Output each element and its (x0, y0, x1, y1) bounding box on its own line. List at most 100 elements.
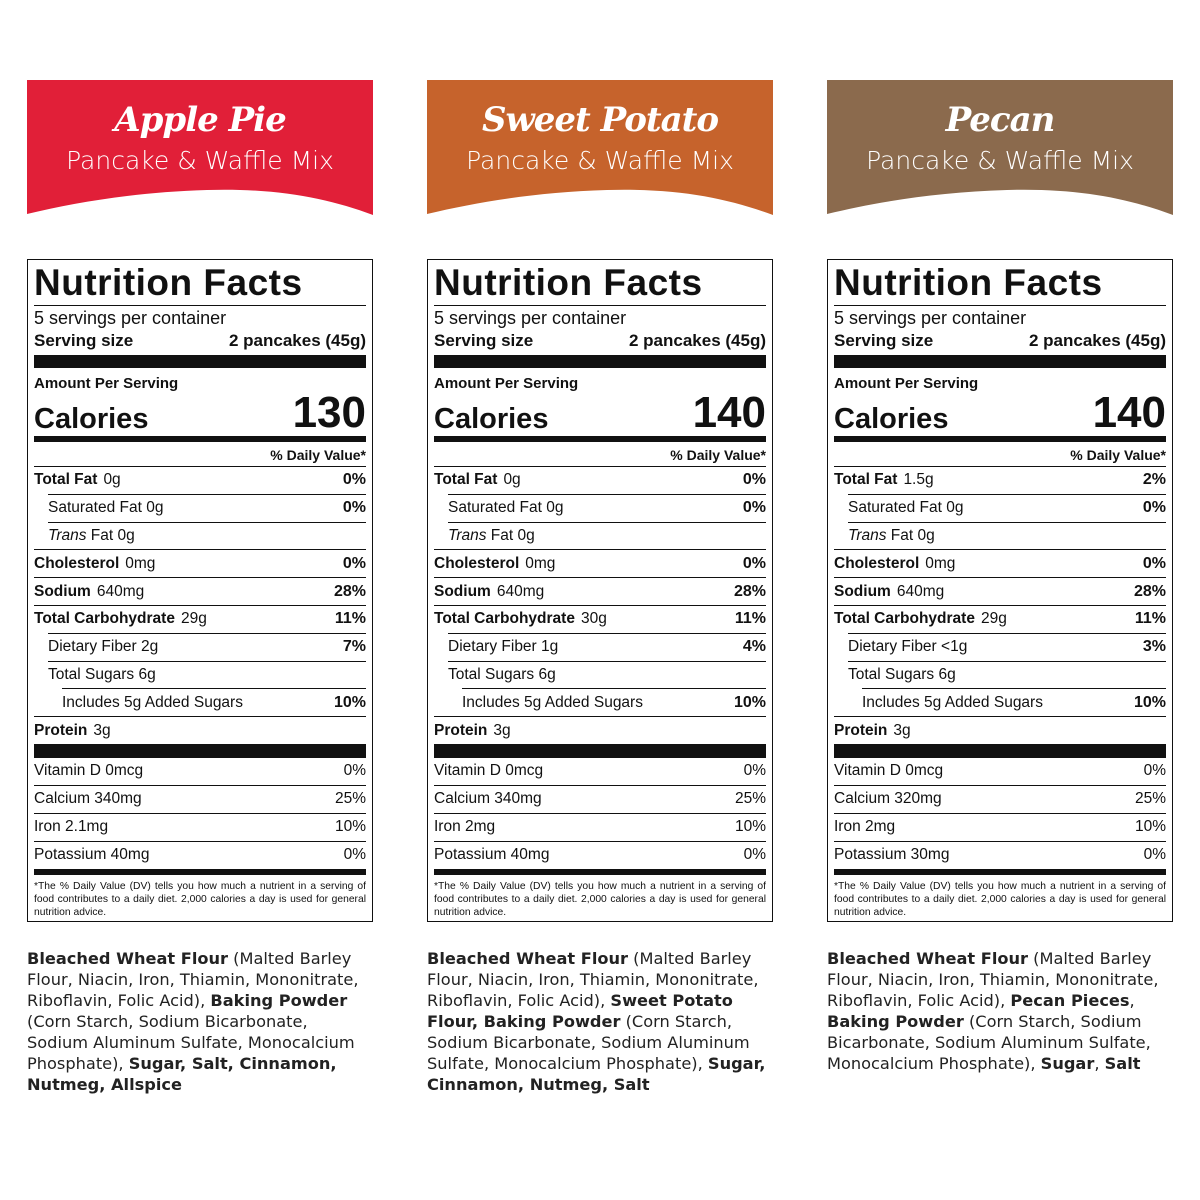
calories-label: Calories (834, 403, 949, 435)
nutrient-name-group: Total Fat 0g (34, 471, 121, 489)
ingredient-text: , (1094, 1054, 1105, 1073)
vitamin-name: Vitamin D 0mcg (434, 762, 544, 780)
ingredient-text: , (1129, 991, 1135, 1010)
nutrient-amount: 29g (980, 610, 1007, 628)
ingredient-text: Baking Powder (827, 1012, 964, 1031)
nutrient-row: Total Fat 0g 0% (34, 466, 366, 494)
servings: 5 servings per container (834, 308, 1027, 328)
nutrient-name-group: Protein 3g (434, 722, 511, 740)
nutrient-row: Cholesterol 0mg 0% (834, 549, 1166, 577)
ingredient-text: (Malted Barley Flour, Niacin, Iron, Thia… (427, 949, 759, 1010)
banner-shape (27, 80, 373, 215)
nutrient-name: Cholesterol (834, 554, 920, 572)
vitamin-dv: 0% (1143, 846, 1166, 864)
ingredient-text: (Malted Barley Flour, Niacin, Iron, Thia… (827, 949, 1159, 1010)
nutrient-name-group: Total Fat 0g (434, 471, 521, 489)
banner-wave (27, 80, 373, 215)
nutrient-name-group: Trans Fat 0g (848, 527, 935, 545)
ingredient-text: (Malted Barley Flour, Niacin, Iron, Thia… (27, 949, 359, 1010)
nutrient-dv: 3% (1142, 638, 1166, 656)
nutrient-name: Total Carbohydrate (434, 610, 575, 628)
ingredient-text: Baking Powder (210, 991, 348, 1010)
nutrient-dv: 11% (734, 610, 766, 628)
nutrient-prefix: Trans (848, 526, 887, 544)
nutrient-row: Includes 5g Added Sugars 10% (462, 688, 766, 716)
serving-size: Serving size 2 pancakes (45g) (34, 330, 366, 352)
nutrient-dv: 4% (742, 638, 766, 656)
nutrient-row: Protein 3g (434, 716, 766, 744)
vitamin-name: Potassium 40mg (434, 846, 550, 864)
nutrient-name-group: Total Carbohydrate 30g (434, 610, 607, 628)
nutrient-amount: 640mg (96, 582, 145, 600)
vitamin-name: Vitamin D 0mcg (34, 762, 144, 780)
nutrient-name: Total Carbohydrate (34, 610, 175, 628)
product-name: Apple Pie (114, 100, 286, 140)
calories-label: Calories (34, 403, 149, 435)
calories-row: Calories 130 (34, 391, 366, 435)
serving-size-label: Serving size (834, 331, 934, 350)
nutrient-name: Includes 5g Added Sugars (62, 693, 243, 711)
nutrition-label: Nutrition Facts 5 servings per container S… (27, 259, 373, 922)
ingredient-text: (Corn Starch, Sodium Bicarbonate, Sodium… (427, 1012, 750, 1073)
vitamin-name: Potassium 40mg (34, 846, 150, 864)
vitamin-row: Calcium 320mg 25% (834, 784, 1166, 813)
nutrient-row: Sodium 640mg 28% (434, 577, 766, 605)
footnote: *The % Daily Value (DV) tells you how mu… (434, 880, 766, 918)
nutrient-amount: 0g (503, 471, 521, 489)
nutrient-name-group: Sodium 640mg (34, 583, 144, 601)
nutrient-dv: 11% (1134, 610, 1166, 628)
nutrient-name: Total Fat (34, 471, 98, 489)
nutrient-row: Total Fat 0g 0% (434, 466, 766, 494)
nutrient-name: Total Carbohydrate (834, 610, 975, 628)
nutrient-row: Trans Fat 0g (448, 521, 766, 550)
thick-rule (34, 743, 366, 758)
product-subtitle: Pancake & Waffle Mix (66, 146, 334, 175)
nutrient-row: Saturated Fat 0g 0% (48, 493, 366, 522)
nutrient-name-group: Trans Fat 0g (448, 527, 535, 545)
nutrition-label: Nutrition Facts 5 servings per container S… (427, 259, 773, 922)
vitamin-row: Calcium 340mg 25% (434, 784, 766, 813)
nutrient-name: Cholesterol (434, 554, 520, 572)
nutrient-name-group: Includes 5g Added Sugars (62, 694, 243, 712)
vitamin-row: Calcium 340mg 25% (34, 784, 366, 813)
nutrient-dv: 28% (1133, 582, 1166, 600)
thick-rule (834, 355, 1166, 368)
product-column: Pecan Pancake & Waffle Mix Nutrition Facts… (827, 0, 1173, 1200)
banner-wave (827, 80, 1173, 215)
nutrient-name: Includes 5g Added Sugars (462, 693, 643, 711)
nutrient-name-group: Total Carbohydrate 29g (34, 610, 207, 628)
nutrient-name-group: Protein 3g (834, 722, 911, 740)
vitamin-name: Iron 2mg (434, 818, 496, 836)
nutrient-name-group: Dietary Fiber <1g (848, 638, 967, 656)
nutrient-name-group: Saturated Fat 0g (848, 499, 963, 517)
banner-shape (427, 80, 773, 215)
nutrient-name-group: Saturated Fat 0g (448, 499, 563, 517)
ingredients: Bleached Wheat Flour (Malted Barley Flou… (427, 948, 773, 1095)
nutrient-name: Protein (834, 721, 888, 739)
banner: Sweet Potato Pancake & Waffle Mix (427, 80, 773, 220)
banner: Pecan Pancake & Waffle Mix (827, 80, 1173, 220)
nutrient-name-group: Dietary Fiber 2g (48, 638, 158, 656)
nutrient-name-group: Total Sugars 6g (848, 666, 956, 684)
ingredient-text: Bleached Wheat Flour (827, 949, 1029, 968)
nutrient-name-group: Total Carbohydrate 29g (834, 610, 1007, 628)
ingredient-text: (Corn Starch, Sodium Bicarbonate, Sodium… (827, 1012, 1151, 1073)
nutrient-name: Total Fat (434, 471, 498, 489)
nutrient-amount: 1.5g (903, 471, 934, 489)
label-title: Nutrition Facts (834, 260, 1166, 306)
nutrient-dv: 7% (342, 638, 366, 656)
footnote: *The % Daily Value (DV) tells you how mu… (34, 880, 366, 918)
serving-size: Serving size 2 pancakes (45g) (434, 330, 766, 352)
nutrient-name: Total Fat (834, 471, 898, 489)
nutrient-amount: 3g (493, 721, 511, 739)
daily-value-header: % Daily Value* (1070, 447, 1166, 463)
nutrient-name-group: Includes 5g Added Sugars (862, 694, 1043, 712)
nutrient-amount: 3g (893, 721, 911, 739)
vitamin-dv: 0% (343, 846, 366, 864)
nutrient-name-group: Sodium 640mg (834, 583, 944, 601)
vitamin-dv: 25% (734, 790, 766, 808)
nutrient-name-group: Cholesterol 0mg (434, 555, 555, 573)
servings: 5 servings per container (434, 308, 627, 328)
thick-rule (434, 743, 766, 758)
ingredient-text: (Corn Starch, Sodium Bicarbonate, Sodium… (27, 1012, 355, 1073)
